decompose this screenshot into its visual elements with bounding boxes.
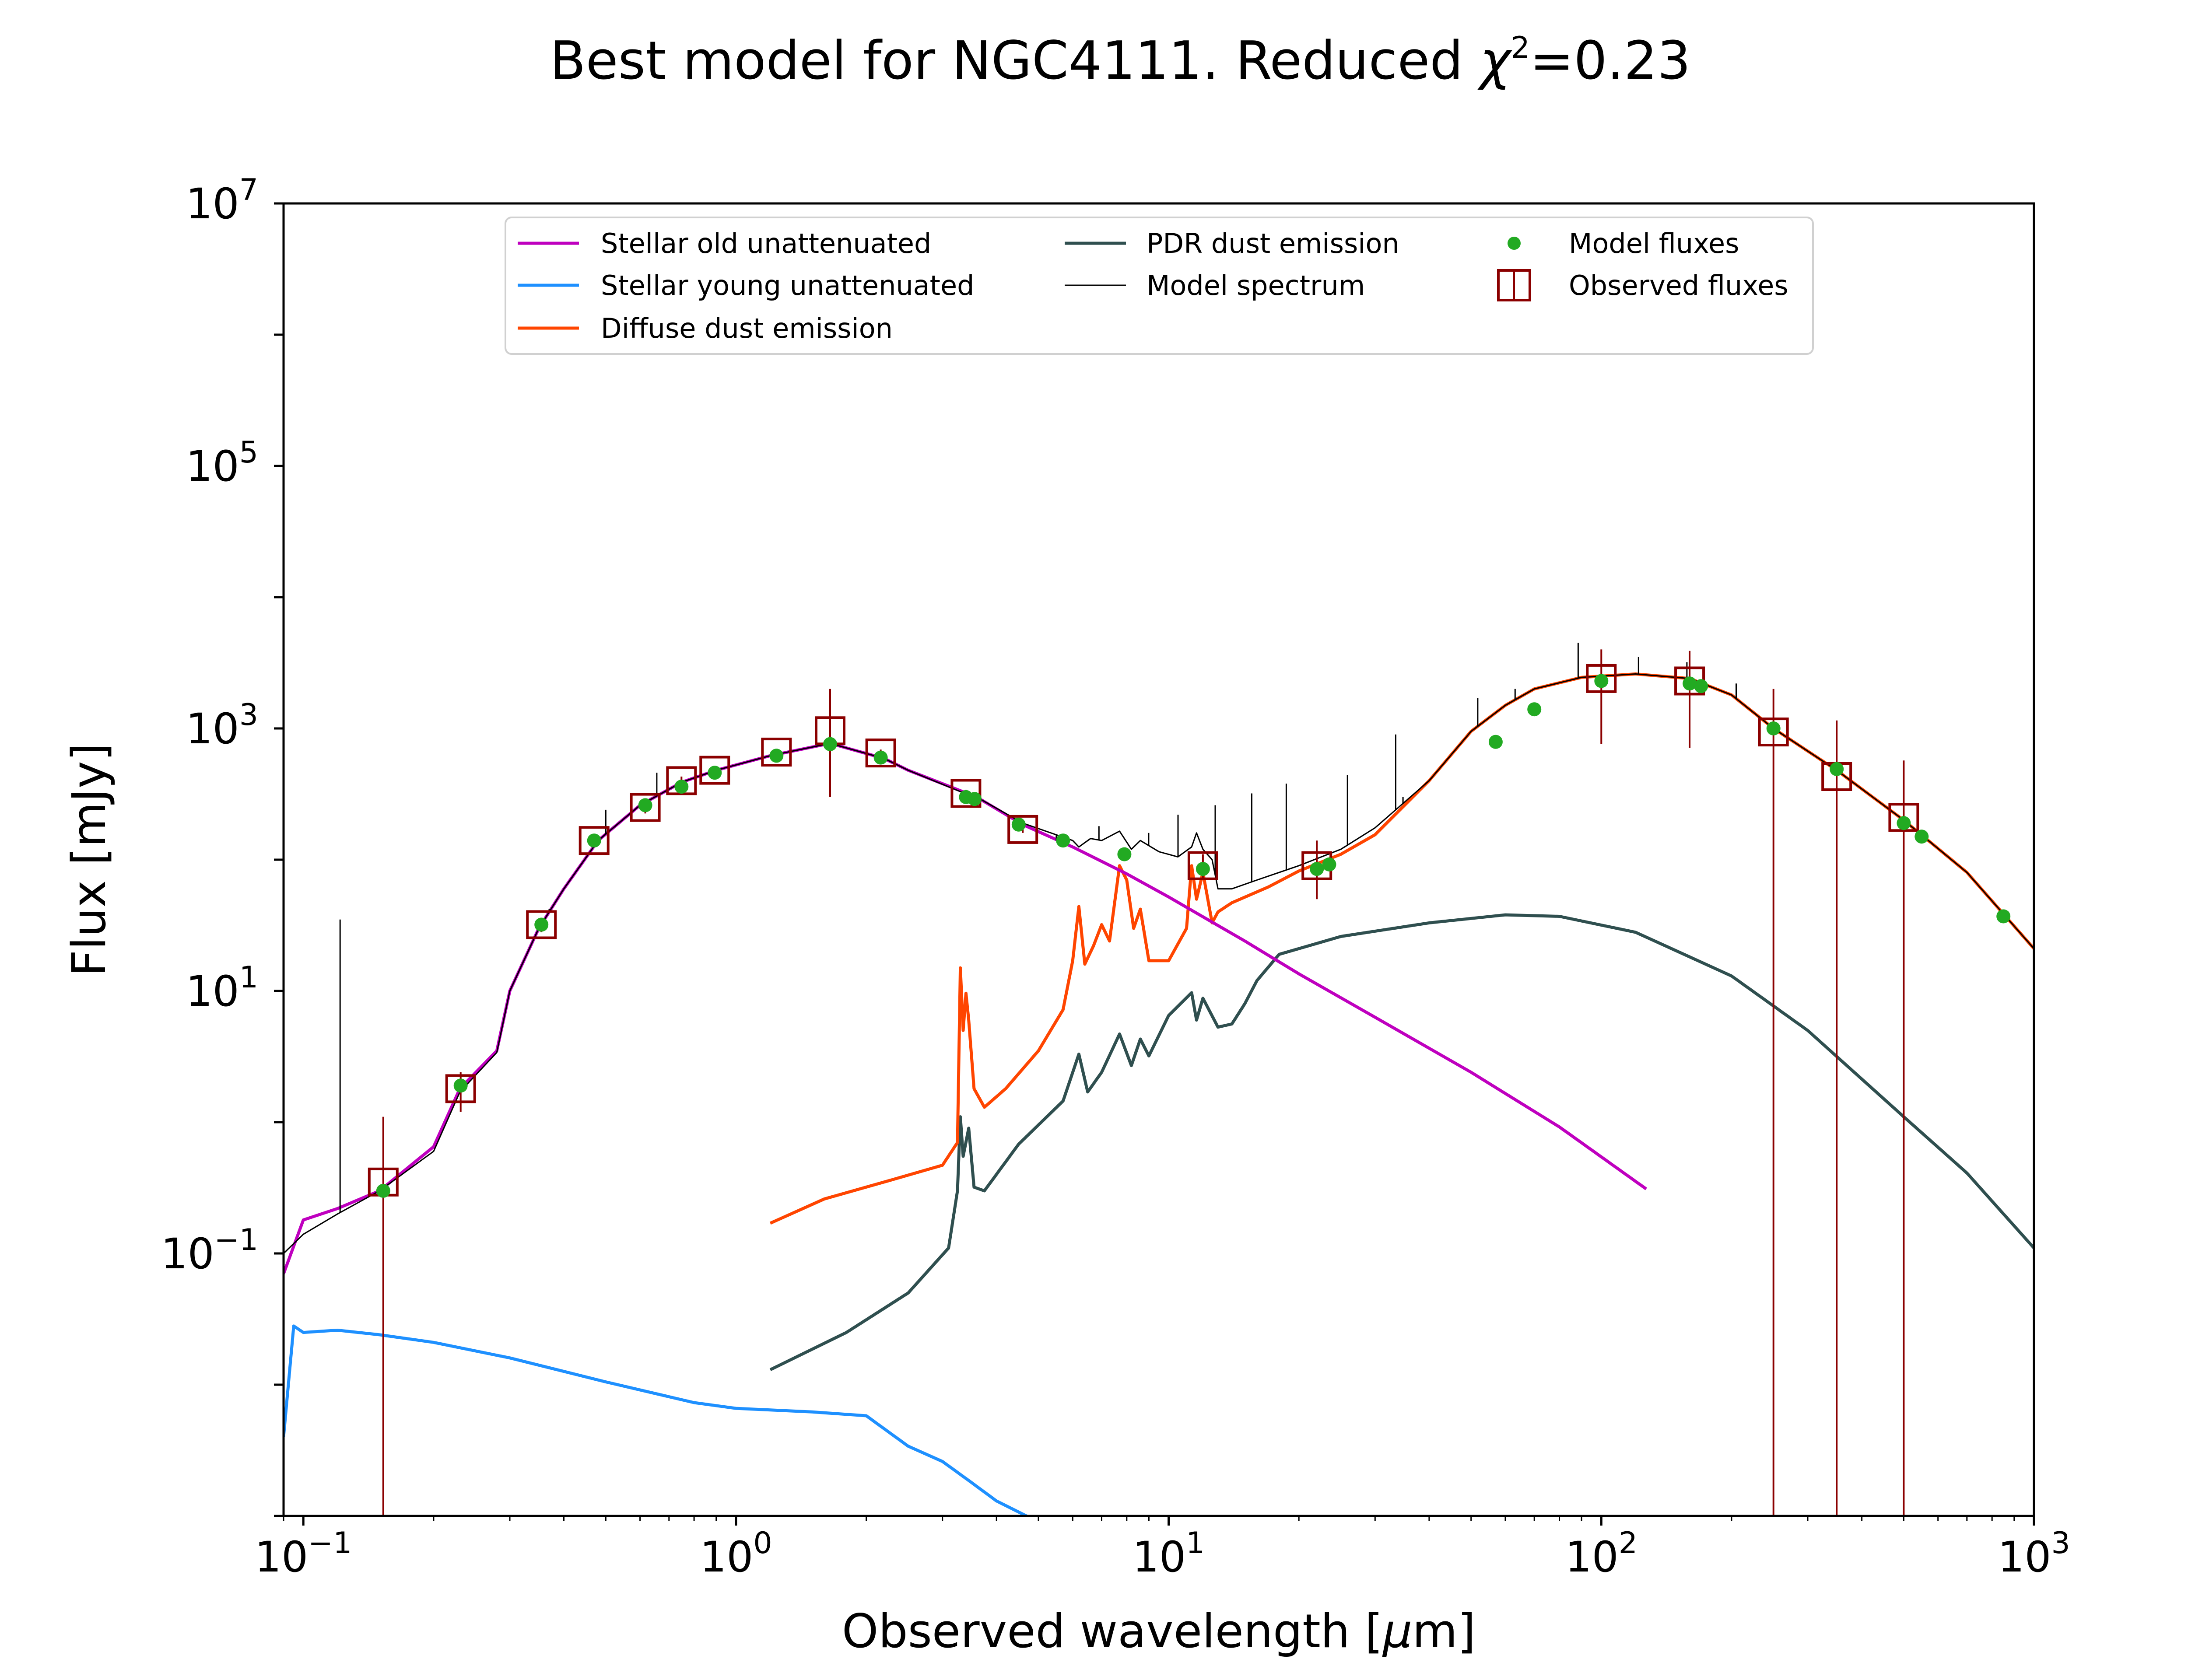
x-tick-label: 103 [1998,1526,2070,1582]
y-tick-label: 105 [186,435,258,491]
chart-title: Best model for NGC4111. Reduced χ2=0.23 [550,31,1690,91]
model-flux-point [1488,735,1503,749]
model-flux-point [1322,857,1336,872]
model-flux-point [1683,676,1697,691]
model-flux-point [1914,830,1929,844]
observed-flux-marker [630,793,661,822]
model-flux-point [1694,679,1708,693]
legend-label-model-spectrum: Model spectrum [1147,270,1365,301]
legend-label-pdr-dust: PDR dust emission [1147,228,1399,259]
model-flux-point [708,766,722,780]
observed-flux-marker [865,738,896,768]
legend: Stellar old unattenuated Stellar young u… [505,217,1814,355]
legend-frame [505,217,1814,355]
model-flux-point [1996,909,2011,924]
observed-flux-marker [699,756,730,785]
model-flux-point [1117,847,1132,861]
plot-area [284,203,2034,1516]
y-tick-label: 107 [186,173,258,228]
x-tick-label: 10−1 [255,1526,352,1582]
observed-flux-marker [1586,664,1617,693]
model-flux-point [1056,833,1070,848]
model-flux-point [534,917,549,932]
series-layer [284,643,2034,1516]
observed-flux-marker [1758,718,1789,747]
legend-label-diffuse-dust: Diffuse dust emission [601,312,893,344]
model-flux-point [968,792,982,806]
x-tick-label: 101 [1133,1526,1205,1582]
x-tick-label: 100 [700,1526,772,1582]
y-tick-label: 103 [186,698,258,753]
observed-flux-marker [579,826,610,855]
series-line-model-spectrum [284,673,2034,1254]
model-flux-point [1594,674,1609,688]
model-flux-point [587,833,601,848]
observed-flux-marker [526,910,557,939]
model-flux-point [769,749,784,763]
observed-flux-marker [1007,815,1038,844]
legend-label-stellar-young: Stellar young unattenuated [601,270,974,301]
model-flux-point [873,750,888,765]
model-flux-point [1011,817,1026,832]
legend-swatch-model-fluxes [1508,237,1521,250]
model-flux-point [1766,721,1781,735]
model-flux-point [1310,862,1324,876]
model-flux-point [823,737,837,751]
observed-flux-marker [1888,803,1919,832]
observed-flux-marker [1187,851,1218,880]
model-flux-point [1830,762,1844,776]
x-tick-label: 102 [1565,1526,1637,1582]
series-line-pdr-dust-emission [769,913,2034,1371]
model-flux-point [674,780,689,794]
model-flux-point [1527,702,1542,717]
y-tick-label: 101 [186,960,258,1016]
axis-ticks: 10−1 100 101 102 103 10−1 101 103 105 107 [161,173,2070,1582]
legend-label-observed-fluxes: Observed fluxes [1569,270,1788,301]
model-flux-point [376,1183,390,1198]
model-flux-point [453,1078,468,1093]
model-flux-point [638,798,652,812]
observed-flux-marker [445,1074,476,1103]
legend-label-stellar-old: Stellar old unattenuated [601,228,931,259]
y-tick-label: 10−1 [161,1223,258,1278]
series-line-stellar-young-unattenuated [284,1324,1030,1516]
observed-flux-marker [950,779,982,808]
model-flux-point [1897,816,1911,830]
observed-flux-marker [761,738,792,767]
model-flux-point [1196,862,1210,876]
plot-frame [282,202,2035,1517]
x-axis-label: Observed wavelength [μm] [842,1604,1476,1658]
legend-label-model-fluxes: Model fluxes [1569,228,1739,259]
observed-flux-marker [666,766,697,795]
y-axis-label: Flux [mJy] [62,743,116,976]
